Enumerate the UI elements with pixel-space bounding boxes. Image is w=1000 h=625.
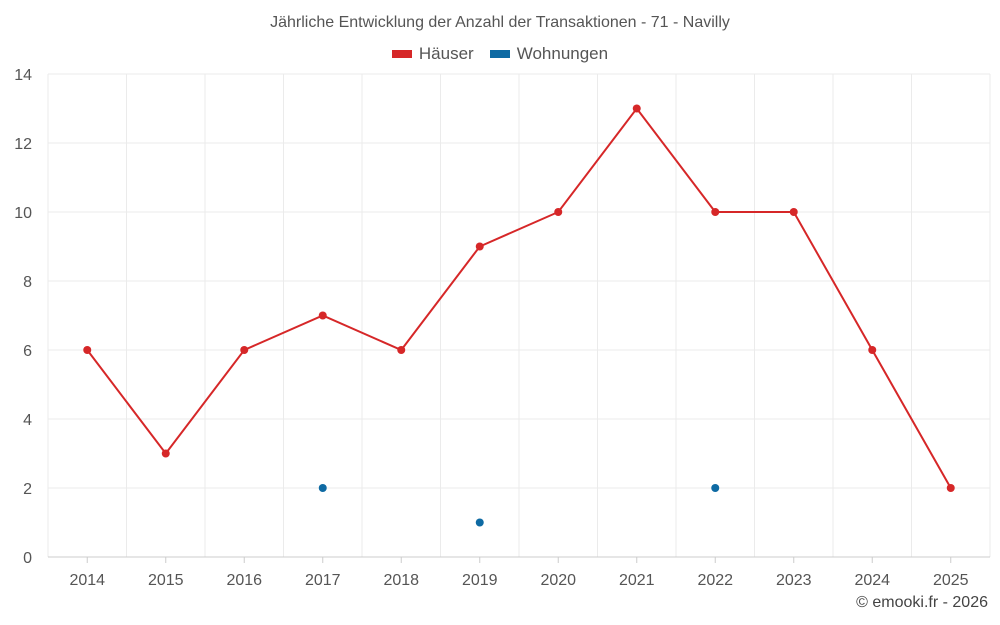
- x-tick-label: 2025: [933, 572, 969, 589]
- legend-label-wohnungen: Wohnungen: [516, 44, 609, 63]
- data-point-haeuser-2022: [711, 208, 720, 216]
- y-tick-label: 10: [14, 205, 32, 222]
- x-tick-label: 2016: [226, 572, 262, 589]
- y-tick-label: 6: [23, 343, 32, 360]
- axes: 0 2 4 6 8 10 12 14 2014 2015 2016 2017 2018 2019 2020 2…: [14, 67, 990, 589]
- x-tick-label: 2022: [697, 572, 733, 589]
- x-tick-label: 2018: [383, 572, 419, 589]
- series: [83, 104, 955, 527]
- x-tick-label: 2024: [854, 572, 890, 589]
- x-tick-label: 2019: [462, 572, 498, 589]
- data-point-haeuser-2025: [946, 484, 955, 492]
- credit-text: © emooki.fr - 2026: [856, 594, 988, 611]
- x-tick-label: 2014: [69, 572, 105, 589]
- data-point-haeuser-2020: [554, 208, 563, 216]
- x-tick-label: 2021: [619, 572, 655, 589]
- y-tick-label: 2: [23, 481, 32, 498]
- legend-item-haeuser[interactable]: Häuser: [391, 44, 474, 64]
- legend: Häuser Wohnungen: [0, 44, 1000, 64]
- y-tick-label: 8: [23, 274, 32, 291]
- data-point-haeuser-2024: [868, 346, 877, 354]
- grid: [47, 73, 991, 557]
- chart-title: Jährliche Entwicklung der Anzahl der Tra…: [270, 14, 730, 31]
- data-point-haeuser-2014: [83, 346, 92, 354]
- data-point-wohnungen-2019: [475, 518, 484, 527]
- data-point-haeuser-2023: [789, 208, 798, 216]
- legend-label-haeuser: Häuser: [418, 44, 474, 63]
- data-point-haeuser-2015: [161, 449, 170, 458]
- data-point-haeuser-2017: [318, 311, 327, 320]
- y-tick-label: 12: [14, 136, 32, 153]
- legend-swatch-haeuser: [391, 50, 412, 58]
- data-point-wohnungen-2022: [711, 484, 720, 492]
- data-point-wohnungen-2017: [318, 484, 327, 492]
- series-line-haeuser: [86, 106, 952, 489]
- x-tick-label: 2023: [776, 572, 812, 589]
- x-tick-label: 2017: [305, 572, 341, 589]
- x-tick-label: 2015: [148, 572, 184, 589]
- x-tick-label: 2020: [540, 572, 576, 589]
- data-point-haeuser-2019: [475, 242, 484, 251]
- data-point-haeuser-2016: [240, 346, 249, 354]
- data-point-haeuser-2021: [632, 104, 641, 113]
- y-tick-label: 4: [23, 412, 32, 429]
- legend-item-wohnungen[interactable]: Wohnungen: [489, 44, 609, 64]
- legend-swatch-wohnungen: [489, 50, 510, 58]
- data-point-haeuser-2018: [397, 346, 406, 354]
- y-tick-label: 0: [23, 550, 32, 567]
- y-tick-label: 14: [14, 67, 32, 84]
